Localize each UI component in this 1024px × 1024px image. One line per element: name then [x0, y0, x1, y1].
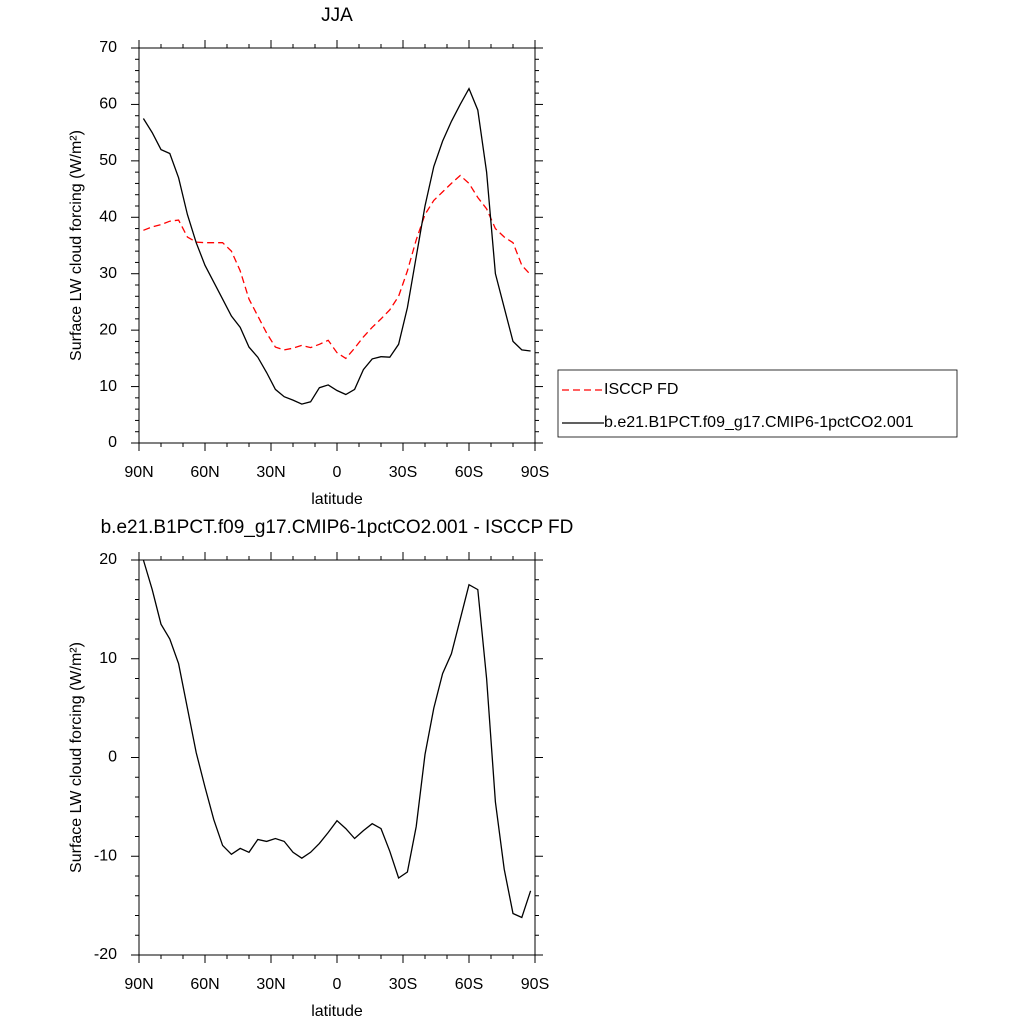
x-tick-label: 60N	[190, 464, 219, 481]
data-line	[142, 559, 532, 919]
y-tick-label: 0	[108, 434, 117, 451]
x-tick-label: 90N	[124, 464, 153, 481]
data-line	[142, 87, 531, 405]
data-line	[143, 174, 532, 360]
y-tick-label: 20	[99, 321, 117, 338]
x-tick-label: 60N	[190, 976, 219, 993]
x-tick-label: 90N	[124, 976, 153, 993]
legend-label: b.e21.B1PCT.f09_g17.CMIP6-1pctCO2.001	[604, 414, 914, 431]
y-tick-label: 60	[99, 96, 117, 113]
y-tick-label: 70	[99, 39, 117, 56]
x-axis-label: latitude	[311, 1003, 363, 1020]
y-tick-label: 50	[99, 152, 117, 169]
chart-title: JJA	[321, 5, 353, 26]
y-tick-label: 10	[99, 650, 117, 667]
x-tick-label: 60S	[455, 464, 483, 481]
y-tick-label: -20	[94, 946, 117, 963]
y-tick-label: 20	[99, 551, 117, 568]
y-tick-label: 40	[99, 209, 117, 226]
plot-frame	[138, 47, 536, 444]
y-axis-label: Surface LW cloud forcing (W/m²)	[68, 130, 85, 361]
x-tick-label: 0	[333, 976, 342, 993]
x-tick-label: 30N	[256, 464, 285, 481]
y-tick-label: 10	[99, 378, 117, 395]
legend-label: ISCCP FD	[604, 381, 678, 398]
x-tick-label: 0	[333, 464, 342, 481]
plot: b.e21.B1PCT.f09_g17.CMIP6-1pctCO2.001 - …	[68, 517, 573, 1020]
y-tick-label: 30	[99, 265, 117, 282]
plot-frame	[138, 559, 536, 956]
x-tick-label: 90S	[521, 976, 549, 993]
legend-box	[557, 369, 958, 438]
x-axis-label: latitude	[311, 491, 363, 508]
x-tick-label: 90S	[521, 464, 549, 481]
y-axis-label: Surface LW cloud forcing (W/m²)	[68, 642, 85, 873]
y-tick-label: -10	[94, 847, 117, 864]
plot: JJA latitude Surface LW cloud forcing (W/m…	[68, 5, 958, 508]
x-tick-label: 30S	[389, 976, 417, 993]
x-tick-label: 30S	[389, 464, 417, 481]
x-tick-label: 30N	[256, 976, 285, 993]
chart-title: b.e21.B1PCT.f09_g17.CMIP6-1pctCO2.001 - …	[101, 517, 574, 538]
y-tick-label: 0	[108, 749, 117, 766]
x-tick-label: 60S	[455, 976, 483, 993]
